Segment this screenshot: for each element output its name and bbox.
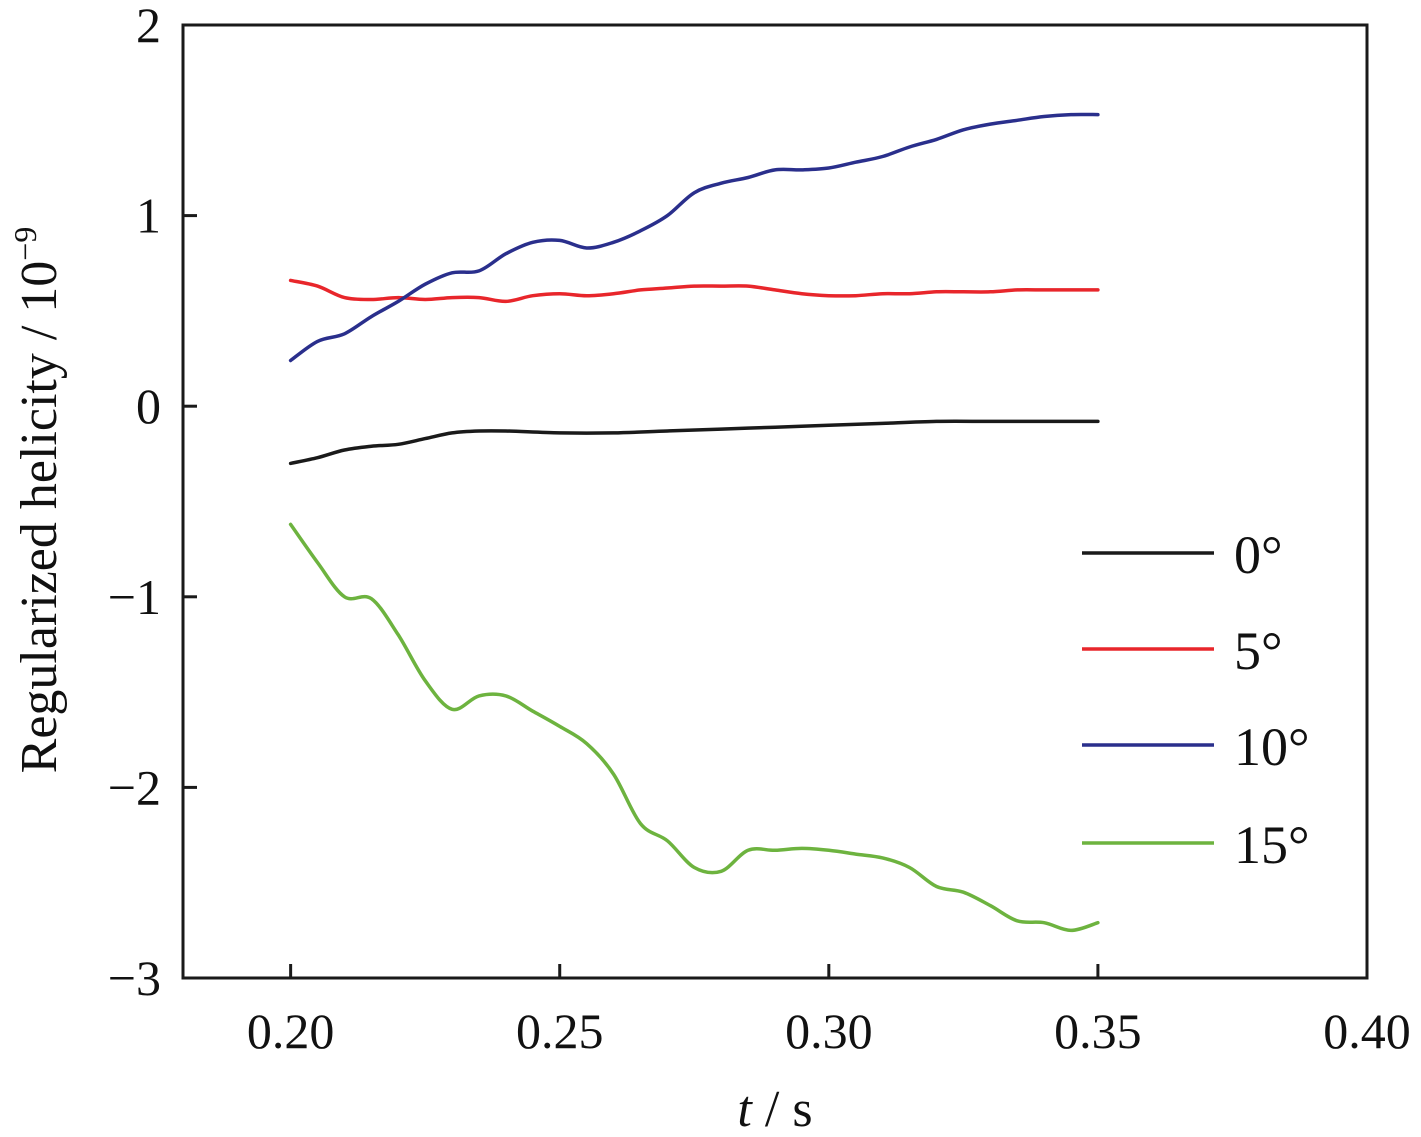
legend-label: 5°	[1234, 621, 1283, 681]
x-tick-label: 0.35	[1054, 1003, 1142, 1059]
y-axis-title: Regularized helicity / 10−9	[7, 227, 68, 774]
series-lines	[288, 112, 1100, 933]
y-axis-ticks: 2 1 0 −1 −2 −3	[108, 0, 197, 1006]
series-line-2	[288, 112, 1100, 363]
legend-label: 15°	[1234, 815, 1310, 875]
y-tick-label: 2	[136, 0, 161, 53]
x-tick-label: 0.40	[1323, 1003, 1411, 1059]
y-tick-label: 0	[136, 378, 161, 434]
y-tick-label: −1	[108, 569, 161, 625]
legend-label: 0°	[1234, 525, 1283, 585]
x-tick-label: 0.20	[247, 1003, 335, 1059]
y-axis-label-text: Regularized helicity / 10	[11, 261, 68, 774]
x-tick-label: 0.30	[785, 1003, 873, 1059]
y-tick-label: −2	[108, 759, 161, 815]
series-line-3	[288, 522, 1100, 933]
x-axis-variable: t	[737, 1081, 753, 1137]
series-line-1	[288, 278, 1100, 304]
y-tick-label: −3	[108, 950, 161, 1006]
x-tick-label: 0.25	[516, 1003, 604, 1059]
x-axis-title: t / s	[737, 1081, 812, 1137]
legend-label: 10°	[1234, 717, 1310, 777]
series-line-0	[288, 419, 1100, 466]
x-axis-ticks: 0.20 0.25 0.30 0.35 0.40	[247, 964, 1411, 1059]
x-axis-separator: /	[752, 1081, 792, 1137]
y-tick-label: 1	[136, 188, 161, 244]
legend: 0° 5° 10° 15°	[1082, 525, 1310, 875]
x-axis-unit: s	[792, 1081, 812, 1137]
plot-area-frame	[181, 23, 1369, 980]
y-axis-label-exponent: −9	[7, 227, 43, 261]
